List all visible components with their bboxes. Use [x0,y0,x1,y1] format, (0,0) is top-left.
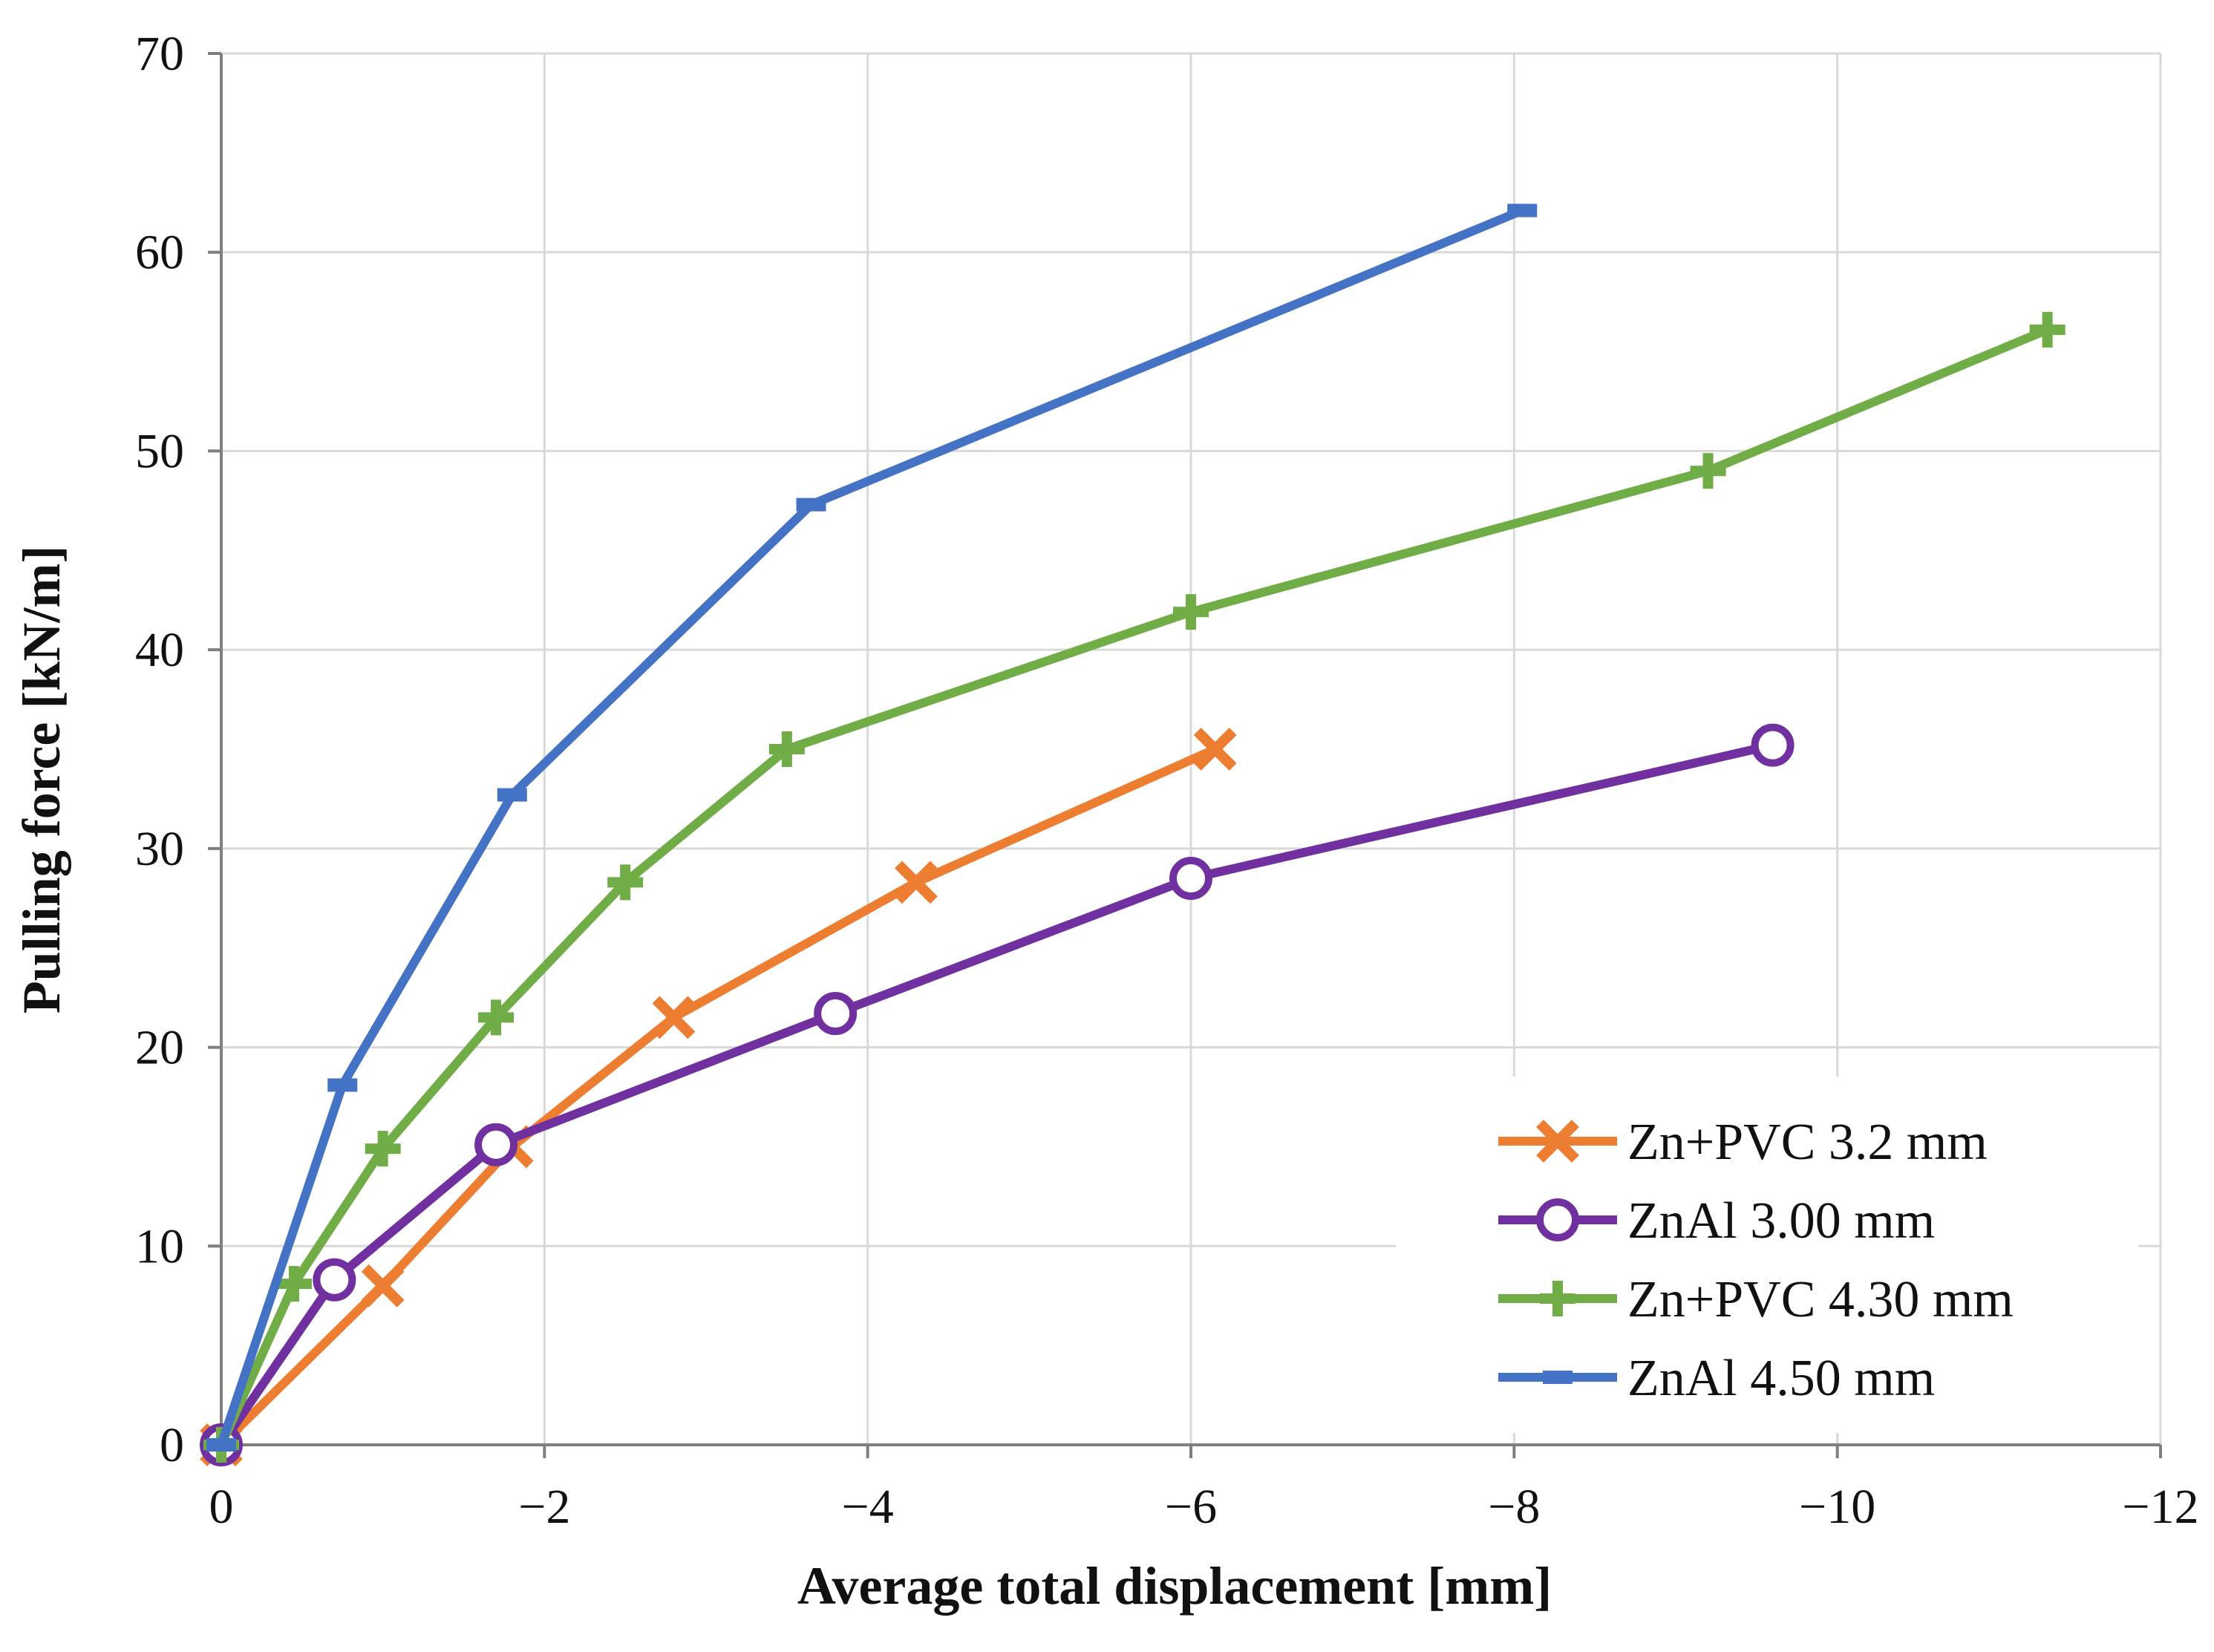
data-point [1690,453,1726,489]
data-point [814,992,858,1036]
legend-swatch-marker [1536,1120,1579,1163]
data-point [365,1131,401,1167]
x-tick-label: −8 [1488,1480,1540,1534]
x-tick-label: −10 [1799,1480,1875,1534]
data-point [768,731,805,767]
y-tick-label: 20 [135,1021,184,1075]
series-1 [200,728,1237,1466]
data-point [895,861,938,904]
legend-swatch-marker [1543,1371,1573,1384]
data-point [607,864,644,901]
legend-item: ZnAl 4.50 mm [1498,1350,1935,1407]
y-tick-label: 60 [135,226,184,280]
y-tick-label: 40 [135,623,184,677]
series-layer [200,203,2066,1466]
legend-label: Zn+PVC 3.2 mm [1627,1114,1988,1171]
data-point [1169,857,1212,901]
x-tick-label: −12 [2122,1480,2198,1534]
y-tick-label: 10 [135,1219,184,1273]
data-point [1507,203,1538,218]
y-tick-label: 70 [135,27,184,81]
x-tick-label: −2 [518,1480,570,1534]
legend: Zn+PVC 3.2 mm ZnAl 3.00 mm Zn+PVC 4.30 mm Z… [1396,1077,2138,1433]
legend-item: Zn+PVC 4.30 mm [1498,1271,2014,1328]
series-4 [206,203,1538,1452]
data-point [652,996,696,1039]
data-point [1193,728,1237,771]
series-line [217,740,1777,1449]
y-tick-label: 0 [160,1418,184,1472]
legend-label: Zn+PVC 4.30 mm [1627,1271,2014,1328]
x-tick-label: 0 [209,1480,234,1534]
data-point [2029,312,2066,348]
legend-swatch-marker [1536,1198,1579,1241]
data-point [313,1258,356,1302]
series-line [217,745,1220,1449]
tick-labels: 0 10 20 30 40 50 60 70 0 −2 −4 −6 −8 −10 −12 [135,27,2199,1534]
x-tick-label: −6 [1165,1480,1217,1534]
data-point [327,1078,358,1092]
data-point [1751,723,1795,767]
data-point [1173,594,1209,630]
data-point [275,1266,312,1302]
legend-swatch-marker [1540,1281,1575,1316]
y-tick-label: 50 [135,424,184,478]
series-3 [203,312,2066,1463]
legend-item: Zn+PVC 3.2 mm [1498,1114,1988,1171]
legend-item: ZnAl 3.00 mm [1498,1192,1935,1250]
legend-label: ZnAl 4.50 mm [1627,1350,1935,1407]
y-axis-title: Pulling force [kN/m] [12,546,71,1014]
x-axis-title: Average total displacement [mm] [797,1556,1552,1616]
legend-label: ZnAl 3.00 mm [1627,1192,1935,1250]
data-point [796,497,826,512]
y-tick-label: 30 [135,822,184,876]
data-point [474,1123,518,1166]
x-tick-label: −4 [842,1480,894,1534]
data-point [478,999,515,1036]
data-point [361,1264,405,1307]
data-point [206,1438,236,1452]
data-point [497,788,527,802]
